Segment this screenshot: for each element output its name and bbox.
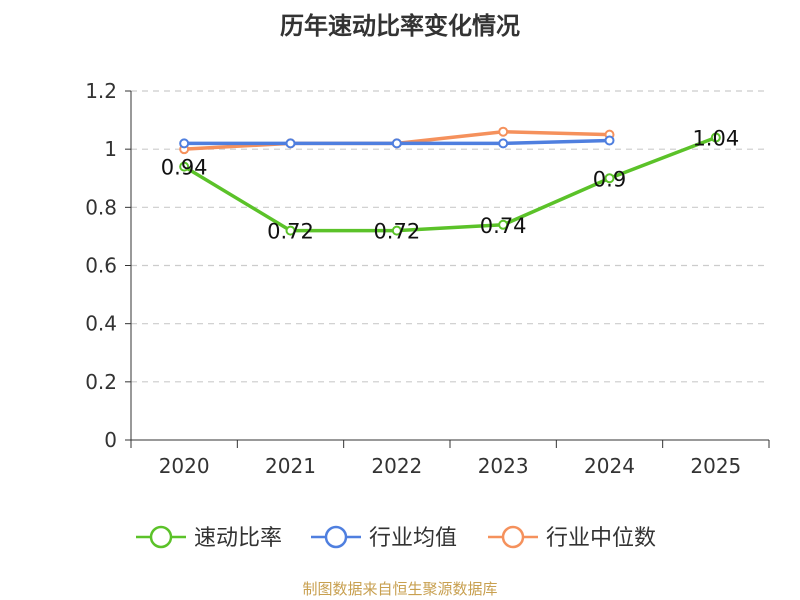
legend-marker-icon bbox=[149, 525, 173, 549]
y-tick-label: 0.2 bbox=[85, 370, 117, 394]
y-tick-label: 1 bbox=[104, 137, 117, 161]
x-tick-label: 2020 bbox=[159, 454, 210, 478]
legend-marker-icon bbox=[501, 525, 525, 549]
x-tick-label: 2025 bbox=[690, 454, 741, 478]
source-note: 制图数据来自恒生聚源数据库 bbox=[302, 580, 498, 598]
x-tick-label: 2022 bbox=[371, 454, 422, 478]
data-point bbox=[710, 132, 721, 143]
data-point bbox=[498, 138, 509, 149]
data-label: 1.04 bbox=[692, 127, 739, 151]
data-point bbox=[391, 138, 402, 149]
y-tick-label: 1.2 bbox=[85, 79, 117, 103]
data-label: 0.9 bbox=[593, 167, 626, 191]
legend-item[interactable]: 行业中位数 bbox=[488, 525, 656, 551]
series-lines bbox=[179, 126, 721, 236]
data-label: 0.72 bbox=[373, 220, 420, 244]
chart-title: 历年速动比率变化情况 bbox=[280, 12, 520, 40]
legend-label: 速动比率 bbox=[194, 526, 282, 551]
legend-label: 行业均值 bbox=[369, 526, 457, 551]
data-label: 0.72 bbox=[267, 220, 314, 244]
axes: 0 0.2 0.4 0.6 0.8 1 1.2 2020 2021 2022 2023 2024 202… bbox=[85, 79, 770, 478]
grid-lines bbox=[131, 90, 769, 383]
legend-item[interactable]: 行业均值 bbox=[311, 525, 457, 551]
y-tick-label: 0.8 bbox=[85, 195, 117, 219]
y-tick-label: 0.4 bbox=[85, 312, 117, 336]
data-point bbox=[179, 138, 190, 149]
x-tick-label: 2021 bbox=[265, 454, 316, 478]
y-tick-label: 0 bbox=[104, 428, 117, 452]
data-point bbox=[604, 173, 615, 184]
data-label: 0.94 bbox=[161, 156, 208, 180]
data-point bbox=[179, 161, 190, 172]
data-point bbox=[285, 225, 296, 236]
data-label: 0.74 bbox=[480, 214, 527, 238]
series-line bbox=[183, 135, 717, 233]
x-tick-label: 2024 bbox=[584, 454, 635, 478]
data-point bbox=[604, 135, 615, 146]
x-tick-label: 2023 bbox=[478, 454, 529, 478]
data-labels: 0.94 0.72 0.72 0.74 0.9 1.04 bbox=[161, 127, 739, 244]
y-tick-label: 0.6 bbox=[85, 254, 117, 278]
data-point bbox=[391, 225, 402, 236]
data-point bbox=[498, 126, 509, 137]
legend: 速动比率 行业均值 行业中位数 bbox=[136, 525, 656, 551]
legend-marker-icon bbox=[324, 525, 348, 549]
data-point bbox=[285, 138, 296, 149]
legend-item[interactable]: 速动比率 bbox=[136, 525, 282, 551]
data-point bbox=[498, 219, 509, 230]
legend-label: 行业中位数 bbox=[546, 526, 656, 551]
